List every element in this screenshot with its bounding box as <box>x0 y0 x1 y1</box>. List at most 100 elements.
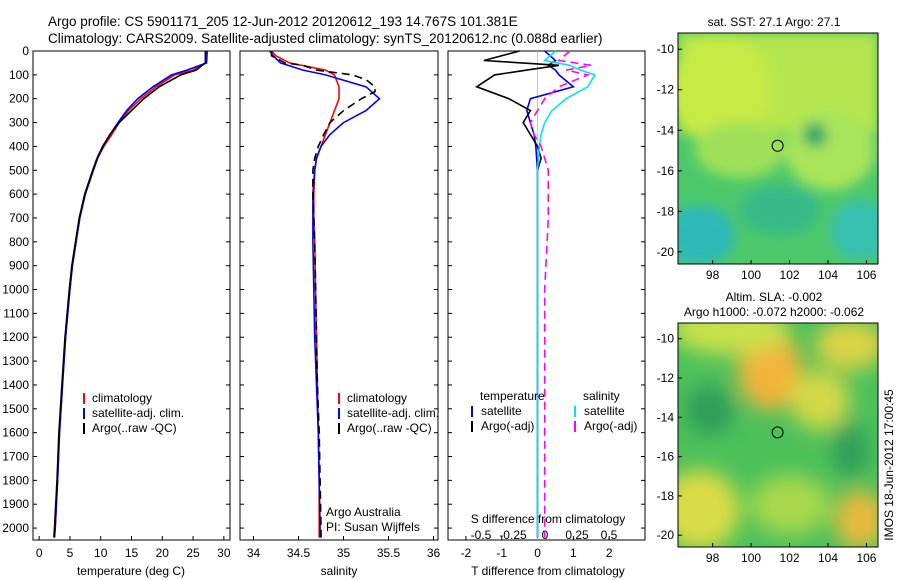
temp-tick-label: 25 <box>186 546 200 560</box>
depth-tick-label: 1800 <box>2 473 29 487</box>
figure-title-line1: Argo profile: CS 5901171_205 12-Jun-2012… <box>48 14 518 29</box>
depth-tick-label: 300 <box>9 116 29 130</box>
map-y-tick-label: -14 <box>657 123 675 137</box>
sst-map-image <box>678 33 878 264</box>
s-tick-label: -0.25 <box>499 528 527 542</box>
temperature-xlabel: temperature (deg C) <box>77 564 185 578</box>
depth-tick-label: 0 <box>22 44 29 58</box>
s-tick-label: 0.25 <box>565 528 589 542</box>
float-position-marker <box>771 426 784 439</box>
depth-tick-label: 100 <box>9 68 29 82</box>
s-difference-label: S difference from climatology <box>471 512 626 526</box>
float-position-marker <box>771 139 784 152</box>
depth-tick-label: 1600 <box>2 426 29 440</box>
temp-tick-label: 0 <box>36 546 43 560</box>
map-x-tick-label: 98 <box>706 268 720 282</box>
sal-tick-label: 34.5 <box>287 546 311 560</box>
depth-tick-label: 2000 <box>2 521 29 535</box>
sst-map-title: sat. SST: 27.1 Argo: 27.1 <box>708 15 841 29</box>
sal-tick-label: 35.5 <box>377 546 401 560</box>
diff-tick-label: 0 <box>534 546 541 560</box>
temp-argo-line <box>53 51 207 538</box>
legend-label: Argo(..raw -QC) <box>347 421 432 435</box>
sal-tick-label: 34 <box>247 546 261 560</box>
difference-panel-frame <box>447 50 646 541</box>
temp-satellite-line <box>53 50 208 538</box>
map-x-tick-label: 100 <box>741 551 761 565</box>
s-tick-label: -0.5 <box>471 528 492 542</box>
depth-tick-label: 1000 <box>2 283 29 297</box>
map-x-tick-label: 106 <box>856 268 876 282</box>
sla-map-axes: 98 100 102 104 106 -10 -12 -14 -16 -18 -20 <box>657 332 877 565</box>
map-x-tick-label: 104 <box>818 551 838 565</box>
depth-tick-label: 1500 <box>2 402 29 416</box>
depth-tick-label: 1700 <box>2 450 29 464</box>
map-y-tick-label: -14 <box>657 410 675 424</box>
depth-tick-label: 1900 <box>2 497 29 511</box>
diff-sal-argo-line <box>529 50 592 538</box>
temp-climatology-line <box>53 50 208 538</box>
legend-label: Argo(-adj) <box>481 419 534 433</box>
sal-tick-label: 36 <box>427 546 441 560</box>
map-y-tick-label: -16 <box>657 450 675 464</box>
map-y-tick-label: -20 <box>657 528 675 542</box>
imos-timestamp: IMOS 18-Jun-2012 17:00:45 <box>882 389 896 541</box>
legend-label: satellite-adj. clim. <box>347 406 439 420</box>
diff-sal-satellite-line <box>536 50 597 538</box>
map-x-tick-label: 102 <box>780 268 800 282</box>
legend-label: Argo(..raw -QC) <box>92 421 177 435</box>
temp-tick-label: 5 <box>67 546 74 560</box>
sal-satellite-line <box>269 50 381 538</box>
sal-tick-label: 35 <box>337 546 351 560</box>
temp-tick-label: 30 <box>217 546 231 560</box>
depth-tick-label: 1300 <box>2 354 29 368</box>
diff-temp-satellite-line <box>525 50 576 538</box>
depth-tick-label: 200 <box>9 92 29 106</box>
legend-label: climatology <box>92 391 152 405</box>
legend-label: satellite <box>481 404 522 418</box>
s-tick-label: 0.5 <box>601 528 618 542</box>
legend-label: Argo(-adj) <box>584 419 637 433</box>
sst-map-frame <box>677 32 879 265</box>
figure-title-line2: Climatology: CARS2009. Satellite-adjuste… <box>48 31 603 46</box>
map-x-tick-label: 106 <box>856 551 876 565</box>
map-x-tick-label: 102 <box>780 551 800 565</box>
sla-map-frame <box>677 322 879 548</box>
diff-temp-argo-line <box>474 50 560 171</box>
diff-tick-label: -1 <box>496 546 507 560</box>
plot-layer: 0 5 10 15 20 25 30 34 34.5 35 35.5 36climatologysat… <box>33 50 645 560</box>
legend-label: salinity <box>583 389 620 403</box>
diff-tick-label: 1 <box>570 546 577 560</box>
map-y-tick-label: -10 <box>657 42 675 56</box>
map-x-tick-label: 100 <box>741 268 761 282</box>
depth-tick-label: 900 <box>9 259 29 273</box>
map-x-tick-label: 104 <box>818 268 838 282</box>
depth-tick-label: 1400 <box>2 378 29 392</box>
map-y-tick-label: -18 <box>657 204 675 218</box>
legend-label: satellite <box>584 404 625 418</box>
map-y-tick-label: -12 <box>657 371 675 385</box>
map-y-tick-label: -20 <box>657 245 675 259</box>
difference-xlabel: T difference from climatology <box>471 564 625 578</box>
depth-tick-label: 500 <box>9 163 29 177</box>
depth-tick-label: 600 <box>9 187 29 201</box>
depth-tick-label: 400 <box>9 139 29 153</box>
sla-map-image <box>678 323 878 547</box>
map-y-tick-label: -12 <box>657 83 675 97</box>
diff-tick-label: -2 <box>461 546 472 560</box>
legend-label: temperature <box>480 389 545 403</box>
temp-tick-label: 15 <box>125 546 139 560</box>
diff-tick-label: 2 <box>606 546 613 560</box>
depth-axis: 0 100 200 300 400 500 600 700 800 900 1000 1100 1200… <box>2 44 29 535</box>
depth-tick-label: 1200 <box>2 330 29 344</box>
sla-map-subtitle: Argo h1000: -0.072 h2000: -0.062 <box>684 305 864 319</box>
map-y-tick-label: -16 <box>657 164 675 178</box>
depth-tick-label: 800 <box>9 235 29 249</box>
temp-tick-label: 10 <box>94 546 108 560</box>
map-x-tick-label: 98 <box>706 551 720 565</box>
legend-label: climatology <box>347 391 407 405</box>
sst-map-axes: 98 100 102 104 106 -10 -12 -14 -16 -18 -20 <box>657 42 877 282</box>
salinity-panel-frame <box>239 50 439 541</box>
depth-tick-label: 1100 <box>3 306 29 320</box>
